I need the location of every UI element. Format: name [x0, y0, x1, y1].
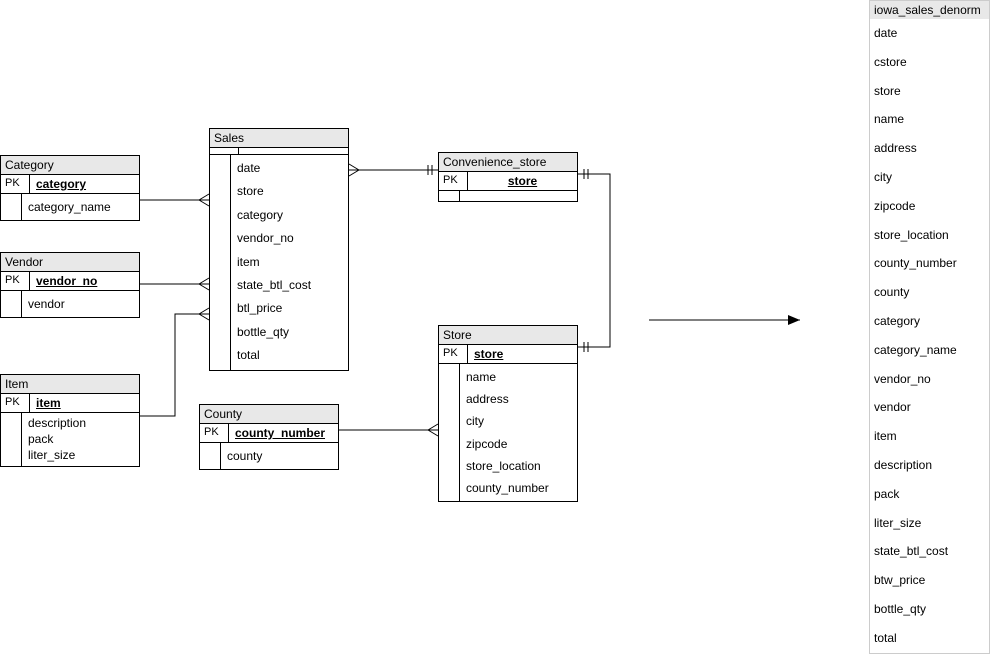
pk-name: [239, 148, 348, 154]
attrs: county: [200, 443, 338, 469]
attr: pack: [28, 431, 133, 447]
attr: pack: [870, 480, 989, 509]
attr: item: [237, 251, 342, 274]
attr: state_btl_cost: [870, 537, 989, 566]
attr: vendor: [28, 293, 133, 315]
pk-row: [210, 148, 348, 155]
entity-title: iowa_sales_denorm: [870, 1, 989, 19]
pk-label: PK: [1, 394, 30, 412]
pk-label: PK: [1, 175, 30, 193]
entity-sales: Sales date store category vendor_no item…: [209, 128, 349, 371]
attr: county_number: [870, 249, 989, 278]
attr: description: [28, 415, 133, 431]
attr: name: [466, 366, 571, 388]
attr: vendor_no: [870, 365, 989, 394]
pk-row: PK store: [439, 172, 577, 191]
attrs: description pack liter_size: [1, 413, 139, 466]
attr: address: [466, 388, 571, 410]
pk-name: store: [468, 345, 577, 363]
entity-county: County PK county_number county: [199, 404, 339, 470]
attrs: date store category vendor_no item state…: [210, 155, 348, 370]
attr: date: [870, 19, 989, 48]
attr: btl_price: [237, 297, 342, 320]
attr: item: [870, 422, 989, 451]
attr: name: [870, 105, 989, 134]
attr: category: [870, 307, 989, 336]
attr: category: [237, 204, 342, 227]
pk-row: PK county_number: [200, 424, 338, 443]
attr: store: [237, 180, 342, 203]
attr: zipcode: [870, 192, 989, 221]
attr: date: [237, 157, 342, 180]
entity-title: Item: [1, 375, 139, 394]
attr: vendor: [870, 393, 989, 422]
entity-title: Sales: [210, 129, 348, 148]
pk-name: category: [30, 175, 139, 193]
pk-name: county_number: [229, 424, 338, 442]
attr: category_name: [870, 336, 989, 365]
pk-row: PK category: [1, 175, 139, 194]
pk-label: PK: [1, 272, 30, 290]
attrs: name address city zipcode store_location…: [439, 364, 577, 501]
pk-label: [210, 148, 239, 154]
attr: total: [870, 624, 989, 653]
entity-iowa-sales-denorm: iowa_sales_denorm date cstore store name…: [869, 0, 990, 654]
attr: store: [870, 77, 989, 106]
pk-row: PK vendor_no: [1, 272, 139, 291]
pk-label: PK: [200, 424, 229, 442]
attr: store_location: [870, 221, 989, 250]
attr: liter_size: [28, 447, 133, 463]
attr: bottle_qty: [237, 321, 342, 344]
attr: county_number: [466, 477, 571, 499]
attr: address: [870, 134, 989, 163]
pk-name: store: [468, 172, 577, 190]
pk-label: PK: [439, 345, 468, 363]
entity-title: Vendor: [1, 253, 139, 272]
attrs: [439, 191, 577, 201]
attr: county: [227, 445, 332, 467]
pk-name: item: [30, 394, 139, 412]
entity-convenience-store: Convenience_store PK store: [438, 152, 578, 202]
attr: cstore: [870, 48, 989, 77]
entity-title: Category: [1, 156, 139, 175]
entity-item: Item PK item description pack liter_size: [0, 374, 140, 467]
attr: description: [870, 451, 989, 480]
entity-title: County: [200, 405, 338, 424]
pk-name: vendor_no: [30, 272, 139, 290]
attr: total: [237, 344, 342, 367]
attr: store_location: [466, 455, 571, 477]
attrs: date cstore store name address city zipc…: [870, 19, 989, 653]
pk-row: PK item: [1, 394, 139, 413]
attr: city: [466, 410, 571, 432]
attr: county: [870, 278, 989, 307]
attr: bottle_qty: [870, 595, 989, 624]
attr: btw_price: [870, 566, 989, 595]
entity-vendor: Vendor PK vendor_no vendor: [0, 252, 140, 318]
entity-store: Store PK store name address city zipcode…: [438, 325, 578, 502]
attr: city: [870, 163, 989, 192]
attr: category_name: [28, 196, 133, 218]
attr: liter_size: [870, 509, 989, 538]
pk-label: PK: [439, 172, 468, 190]
attrs: vendor: [1, 291, 139, 317]
attr: zipcode: [466, 433, 571, 455]
entity-title: Store: [439, 326, 577, 345]
pk-row: PK store: [439, 345, 577, 364]
attrs: category_name: [1, 194, 139, 220]
attr: state_btl_cost: [237, 274, 342, 297]
entity-category: Category PK category category_name: [0, 155, 140, 221]
entity-title: Convenience_store: [439, 153, 577, 172]
attr: vendor_no: [237, 227, 342, 250]
